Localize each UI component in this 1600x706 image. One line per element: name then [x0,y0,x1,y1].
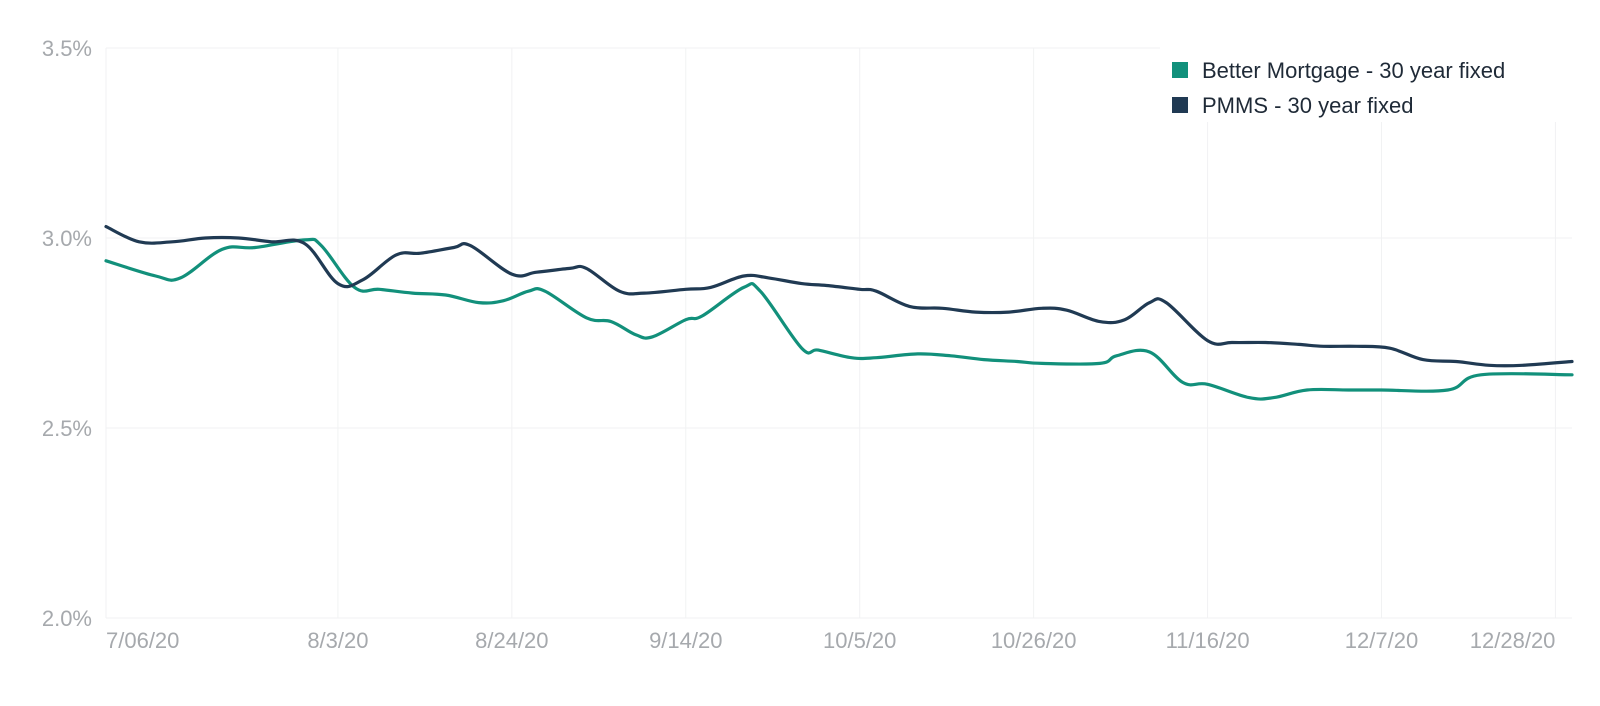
legend-swatch [1172,62,1188,78]
x-tick-label: 9/14/20 [649,628,722,653]
legend: Better Mortgage - 30 year fixed PMMS - 30… [1160,42,1574,122]
legend-swatch [1172,97,1188,113]
y-tick-label: 3.5% [42,36,92,61]
series-line-pmms [104,225,1574,368]
x-tick-label: 8/24/20 [475,628,548,653]
legend-background [1160,42,1574,122]
x-tick-label: 8/3/20 [307,628,368,653]
y-tick-label: 3.0% [42,226,92,251]
series-line-better-mortgage [104,237,1574,401]
y-axis: 2.0% 2.5% 3.0% 3.5% [42,36,92,631]
legend-label: PMMS - 30 year fixed [1202,93,1414,118]
x-tick-label: 10/26/20 [991,628,1077,653]
x-tick-label: 10/5/20 [823,628,896,653]
x-tick-label: 12/28/20 [1470,628,1556,653]
y-tick-label: 2.0% [42,606,92,631]
grid [105,47,1572,619]
y-tick-label: 2.5% [42,416,92,441]
series-lines [104,225,1574,401]
x-tick-label: 7/06/20 [106,628,179,653]
x-axis: 7/06/20 8/3/20 8/24/20 9/14/20 10/5/20 10/26/… [106,628,1555,653]
legend-label: Better Mortgage - 30 year fixed [1202,58,1505,83]
x-tick-label: 12/7/20 [1345,628,1418,653]
x-tick-label: 11/16/20 [1166,628,1250,653]
